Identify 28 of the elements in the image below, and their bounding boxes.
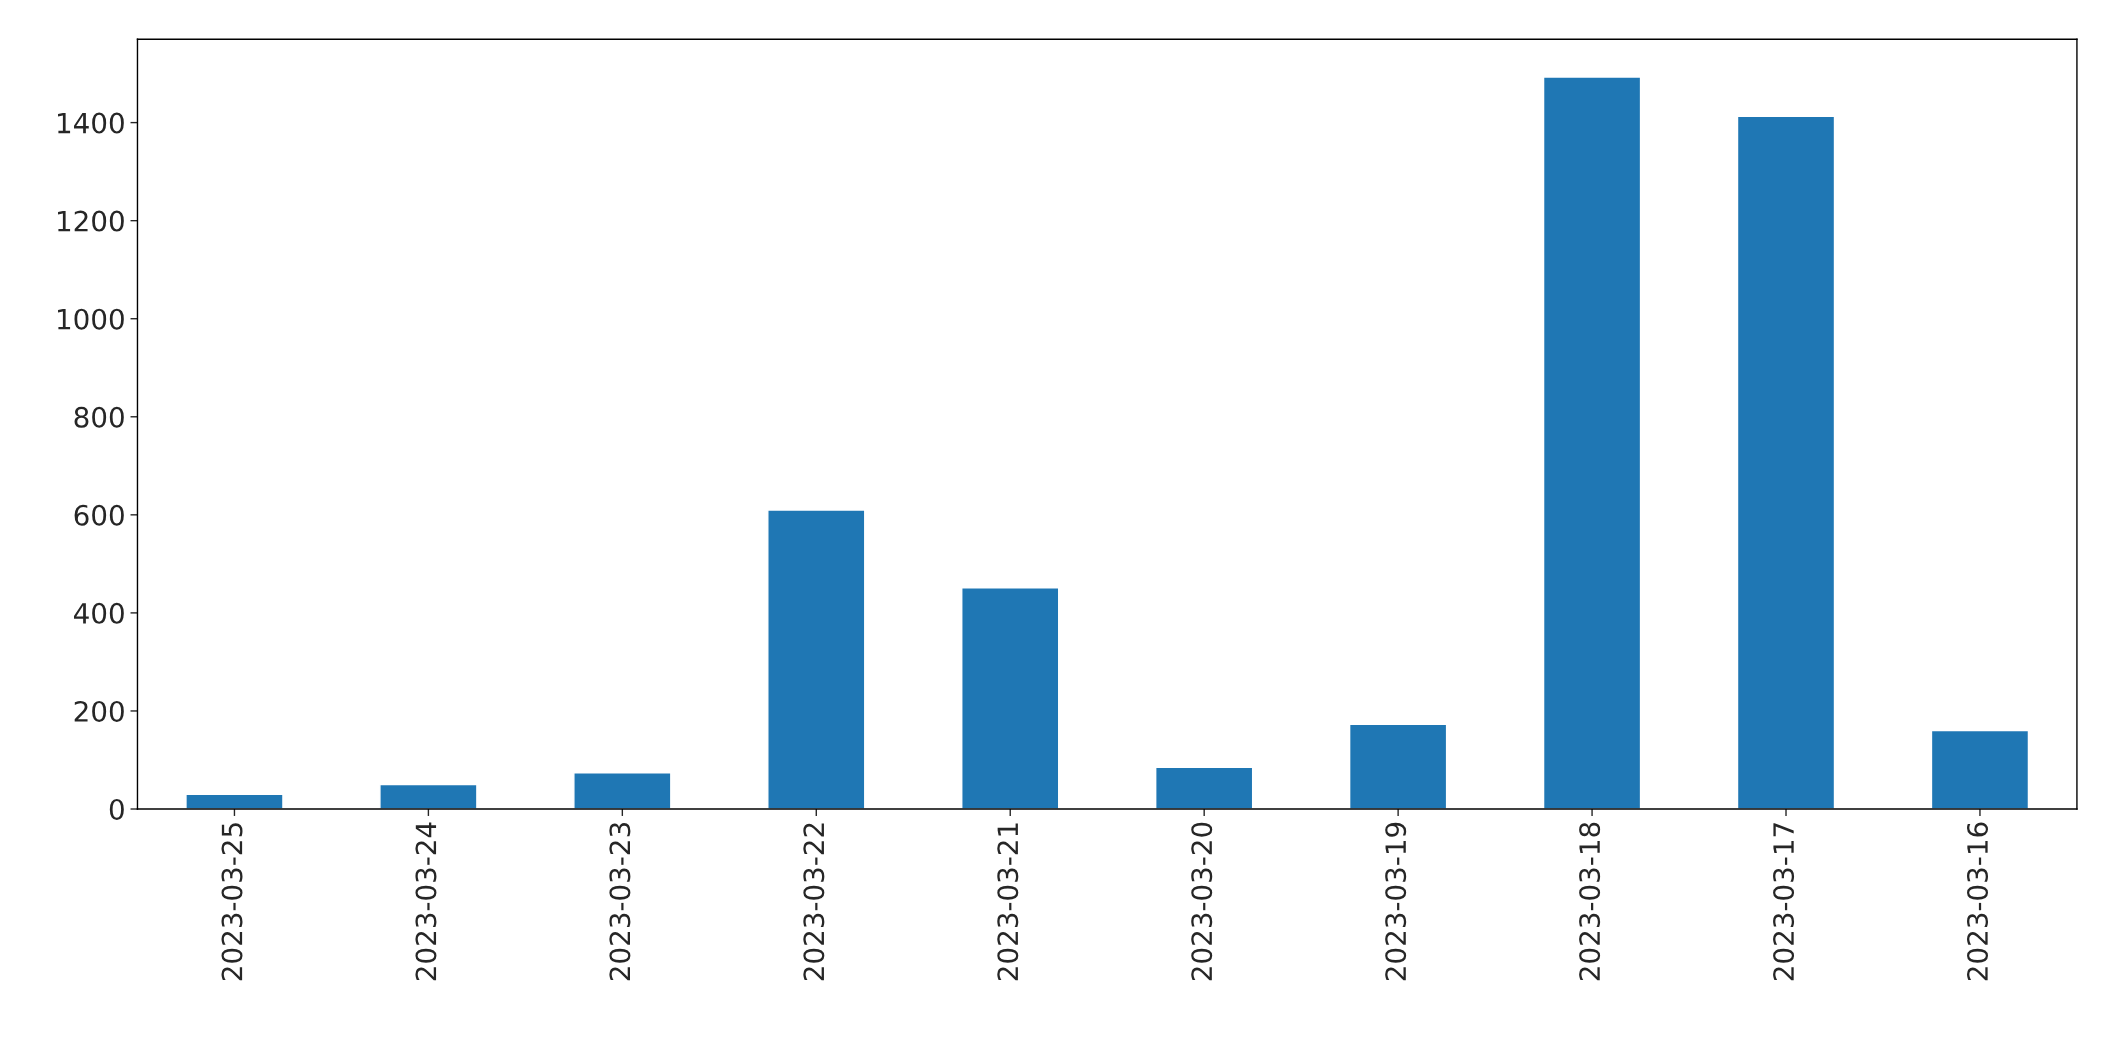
x-tick-label: 2023-03-17 (1773, 823, 1795, 981)
bar (185, 793, 284, 810)
x-tick-label: 2023-03-23 (609, 823, 631, 981)
x-tick-label: 2023-03-16 (1967, 822, 1989, 981)
x-tick-label: 2023-03-18 (1579, 822, 1601, 981)
bar (1348, 723, 1448, 810)
bar (767, 509, 866, 810)
bar (961, 587, 1060, 810)
bar (1542, 76, 1642, 810)
y-tick-label: 600 (74, 504, 124, 526)
bar (379, 783, 478, 810)
bar (573, 772, 672, 810)
x-tick-label: 2023-03-25 (221, 823, 243, 981)
bar (1930, 729, 2030, 810)
y-tick-label: 1000 (58, 308, 124, 330)
bar (1154, 766, 1254, 810)
x-tick-label: 2023-03-19 (1385, 822, 1407, 981)
y-tick-label: 1400 (58, 112, 124, 134)
x-tick-label: 2023-03-22 (803, 823, 825, 981)
y-tick-label: 800 (74, 406, 124, 428)
x-tick-label: 2023-03-21 (997, 823, 1019, 981)
y-tick-label: 1200 (58, 210, 124, 232)
y-tick-label: 400 (74, 602, 124, 624)
y-tick-label: 200 (74, 700, 124, 722)
x-tick-label: 2023-03-20 (1191, 822, 1213, 981)
x-tick-label: 2023-03-24 (415, 822, 437, 981)
bar (1736, 115, 1836, 810)
y-tick-label: 0 (109, 798, 124, 820)
